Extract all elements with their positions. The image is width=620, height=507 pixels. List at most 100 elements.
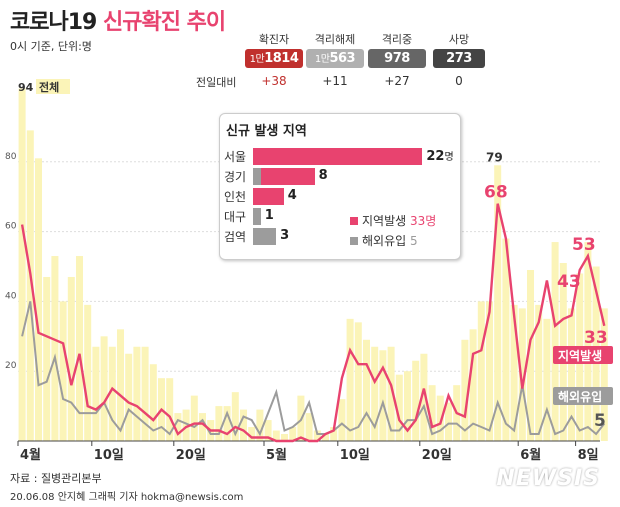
inset-region-name: 서울 [224,150,247,164]
bar-total [289,427,297,441]
compare-label: 전일대비 [196,76,237,89]
stat-change: 0 [455,74,463,88]
inset-row-value: 3 [280,228,290,243]
bar-total [354,322,362,441]
bar-total [395,374,403,441]
stat-label: 격리중 [381,33,413,46]
label-total-name: 전체 [39,80,59,94]
bar-total [100,336,108,441]
legend-swatch-import [350,237,358,245]
bar-total [502,238,510,441]
label-total-name-bg [36,79,70,94]
inset-region-name: 인천 [224,190,247,204]
bar-total [371,346,379,441]
bar-total [133,346,141,441]
stat-box: 273 [433,49,485,68]
stat-box: 1만563 [306,49,364,68]
label-peak-local: 68 [484,183,508,203]
bar-total [76,256,83,441]
chart-subtitle: 0시 기준, 단위:명 [10,40,92,53]
bar-total [281,434,288,441]
bar-total [445,402,452,441]
bar-total [67,276,75,441]
x-tick-label: 20일 [176,448,206,463]
bar-total [43,276,51,441]
credit-text: 20.06.08 안지혜 그래픽 기자 hokma@newsis.com [10,492,244,503]
bar-total [404,371,411,441]
stat-label: 확진자 [258,33,290,46]
bar-total [551,242,559,441]
bar-total [166,378,174,441]
bar-total [527,269,534,441]
chart-title: 코로나19 신규확진 추이 [10,10,226,35]
x-tick-label: 6월 [520,447,541,463]
inset-row-value: 4 [287,188,297,203]
inset-bar-local [253,188,284,205]
bar-total [199,413,206,441]
bar-total [182,409,190,441]
bar-total [600,308,608,441]
x-tick-label: 20일 [422,448,452,463]
bar-total [231,392,239,441]
x-tick-label: 5월 [266,447,287,463]
bar-total [248,427,256,441]
bar-total [436,395,444,441]
source-text: 자료 : 질병관리본부 [10,472,102,485]
inset-bar-local [260,168,315,185]
bar-total [518,308,526,441]
bar-total [240,409,247,441]
inset-region-name: 검역 [224,230,247,244]
bar-total [215,406,223,441]
inset-region-name: 대구 [224,210,247,224]
bar-total [322,434,329,441]
bar-total [272,430,280,441]
bar-total [313,430,321,441]
bar-total [141,346,149,441]
bar-total [149,364,157,441]
bar-total [35,158,42,441]
stat-box: 978 [368,49,426,68]
line-local [20,203,606,443]
inset-title: 신규 발생 지역 [226,124,307,139]
tag-import-bg [553,387,613,405]
y-tick-label: 80 [5,152,17,162]
inset-row: 대구 1 [220,206,460,226]
line-import [21,301,606,437]
stat-change: +38 [261,74,287,88]
bar-total [190,395,198,441]
bar-total [379,350,387,441]
x-tick-label: 8일 [578,448,599,463]
bar-total [305,413,313,441]
bar-total [330,427,338,441]
x-tick-label: 10일 [94,448,124,463]
inset-row: 서울 22명 [220,146,460,166]
stat-label: 사망 [448,33,470,46]
bar-total [584,242,592,441]
bar-total [469,329,477,441]
inset-row: 검역 3 [220,226,460,246]
stat-change: +27 [384,74,410,88]
stat-label: 격리해제 [314,33,356,46]
legend-import: 해외유입 5 [350,232,418,249]
bar-total [84,304,92,441]
bar-total [477,301,485,441]
bar-total [256,409,264,441]
bar-total [59,301,67,441]
bar-total [363,339,370,441]
inset-bar-import [253,228,277,245]
bar-total [108,346,116,441]
bar-total [223,406,231,441]
y-tick-label: 20 [5,361,17,371]
x-tick-label: 10일 [340,448,370,463]
inset-row: 인천 4 [220,186,460,206]
bar-total [125,353,133,441]
bar-total [510,304,518,441]
inset-row-value: 1 [264,208,274,223]
bar-total [26,130,34,441]
bar-total [461,339,469,441]
inset-row-value: 22명 [426,149,454,164]
bar-total [18,88,26,441]
bar-total [428,385,436,441]
bar-total [494,165,502,442]
